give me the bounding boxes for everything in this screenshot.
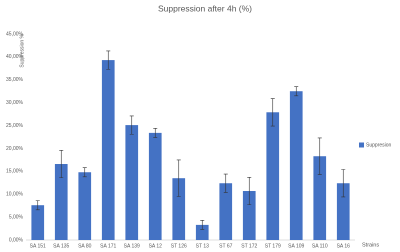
bar	[54, 164, 68, 240]
error-bar	[82, 167, 87, 178]
x-tick-label: SA 171	[100, 243, 116, 249]
y-tick-label: 15,00%	[6, 169, 24, 175]
error-bar	[223, 173, 228, 193]
x-tick-label: ST 13	[196, 243, 209, 249]
y-tick-label: 20,00%	[6, 146, 24, 152]
bar	[242, 191, 256, 240]
error-bar	[317, 137, 322, 175]
bar	[336, 183, 350, 240]
y-tick-label: 30,00%	[6, 100, 24, 106]
bar	[31, 205, 45, 240]
x-tick-label: SA 12	[149, 243, 163, 249]
x-tick-label: SA 109	[288, 243, 304, 249]
bar	[78, 172, 92, 240]
chart-title: Suppression after 4h (%)	[158, 3, 252, 13]
error-bar	[176, 159, 181, 197]
bar	[289, 91, 303, 240]
bar	[195, 224, 209, 240]
error-bar	[200, 220, 205, 230]
bar	[125, 125, 139, 240]
x-tick-label: ST 172	[241, 243, 257, 249]
x-tick-label: ST 67	[219, 243, 232, 249]
y-tick-label: 40,00%	[6, 54, 24, 60]
y-axis-label: Suppression %	[19, 33, 25, 67]
x-tick-label: SA 80	[78, 243, 92, 249]
y-tick-label: 10,00%	[6, 192, 24, 198]
x-tick-label: SA 135	[53, 243, 69, 249]
y-tick-label: 45,00%	[6, 31, 24, 37]
error-bar	[294, 86, 299, 97]
bar	[313, 156, 327, 240]
y-tick-label: 0,00%	[9, 237, 24, 243]
error-bar	[129, 115, 134, 135]
x-tick-label: ST 126	[171, 243, 187, 249]
bar	[148, 132, 162, 240]
legend-label: Suppresion	[366, 142, 392, 148]
bar	[266, 112, 280, 240]
y-tick-label: 5,00%	[9, 214, 24, 220]
error-bar	[247, 176, 252, 206]
x-tick-label: SA 16	[337, 243, 351, 249]
error-bar	[106, 50, 111, 70]
x-tick-label: SA 139	[124, 243, 140, 249]
error-bar	[341, 169, 346, 198]
error-bar	[270, 98, 275, 127]
error-bar	[153, 128, 158, 138]
x-axis-label: Strains	[362, 242, 379, 248]
error-bar	[59, 149, 64, 179]
legend-swatch	[359, 142, 364, 148]
bar	[172, 178, 186, 240]
bar	[101, 60, 115, 240]
y-tick-label: 35,00%	[6, 77, 24, 83]
bar	[219, 183, 233, 240]
error-bar	[35, 200, 40, 211]
x-tick-label: ST 179	[265, 243, 281, 249]
x-tick-label: SA 110	[312, 243, 328, 249]
x-tick-label: SA 151	[30, 243, 46, 249]
y-tick-label: 25,00%	[6, 123, 24, 129]
